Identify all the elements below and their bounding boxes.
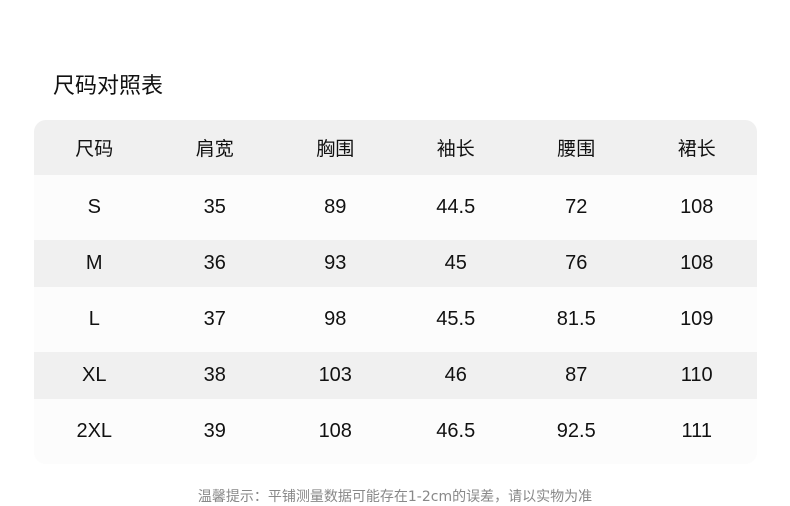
header-cell: 肩宽 — [195, 138, 234, 160]
page-title: 尺码对照表 — [53, 74, 164, 99]
table-cell: S — [87, 196, 101, 218]
table-cell: 108 — [680, 196, 714, 218]
table-cell: 110 — [680, 364, 713, 386]
table-cell: 46.5 — [436, 420, 476, 442]
table-header: 尺码 肩宽 胸围 袖长 腰围 裙长 — [34, 120, 757, 175]
table-cell: 109 — [680, 308, 714, 330]
table-cell: 108 — [680, 252, 714, 274]
table-cell: 81.5 — [556, 308, 596, 330]
table-row: M 36 93 45 76 108 — [34, 240, 757, 287]
header-cell: 胸围 — [316, 138, 355, 160]
table-cell: 103 — [318, 364, 352, 386]
table-cell: 45 — [444, 252, 467, 274]
table-cell: 38 — [203, 364, 226, 386]
table-cell: 39 — [203, 420, 226, 442]
table-cell: 111 — [681, 420, 712, 442]
table-row: L 37 98 45.5 81.5 109 — [34, 287, 757, 352]
table-cell: 93 — [324, 252, 347, 274]
header-cell: 裙长 — [677, 138, 716, 160]
table-cell: 36 — [203, 252, 226, 274]
table-cell: 46 — [444, 364, 467, 386]
table-cell: 72 — [565, 196, 588, 218]
table-cell: 44.5 — [436, 196, 476, 218]
table-cell: 87 — [565, 364, 588, 386]
table-cell: 37 — [203, 308, 226, 330]
table-cell: L — [88, 308, 100, 330]
size-table: 尺码 肩宽 胸围 袖长 腰围 裙长 S 35 89 44.5 72 108 M 36 93 45 7… — [34, 120, 757, 464]
table-cell: 98 — [324, 308, 347, 330]
table-cell: M — [85, 252, 103, 274]
measurement-note: 温馨提示：平铺测量数据可能存在1-2cm的误差，请以实物为准 — [197, 489, 593, 505]
table-row: 2XL 39 108 46.5 92.5 111 — [34, 399, 757, 464]
header-cell: 腰围 — [557, 138, 596, 160]
table-cell: 45.5 — [436, 308, 476, 330]
table-cell: 76 — [565, 252, 588, 274]
header-cell: 袖长 — [436, 138, 475, 160]
table-row: XL 38 103 46 87 110 — [34, 352, 757, 399]
table-row: S 35 89 44.5 72 108 — [34, 175, 757, 240]
table-cell: 35 — [203, 196, 226, 218]
table-cell: XL — [82, 364, 107, 386]
table-cell: 89 — [324, 196, 347, 218]
table-cell: 2XL — [76, 420, 113, 442]
table-cell: 92.5 — [556, 420, 596, 442]
header-cell: 尺码 — [75, 138, 114, 160]
table-cell: 108 — [318, 420, 352, 442]
